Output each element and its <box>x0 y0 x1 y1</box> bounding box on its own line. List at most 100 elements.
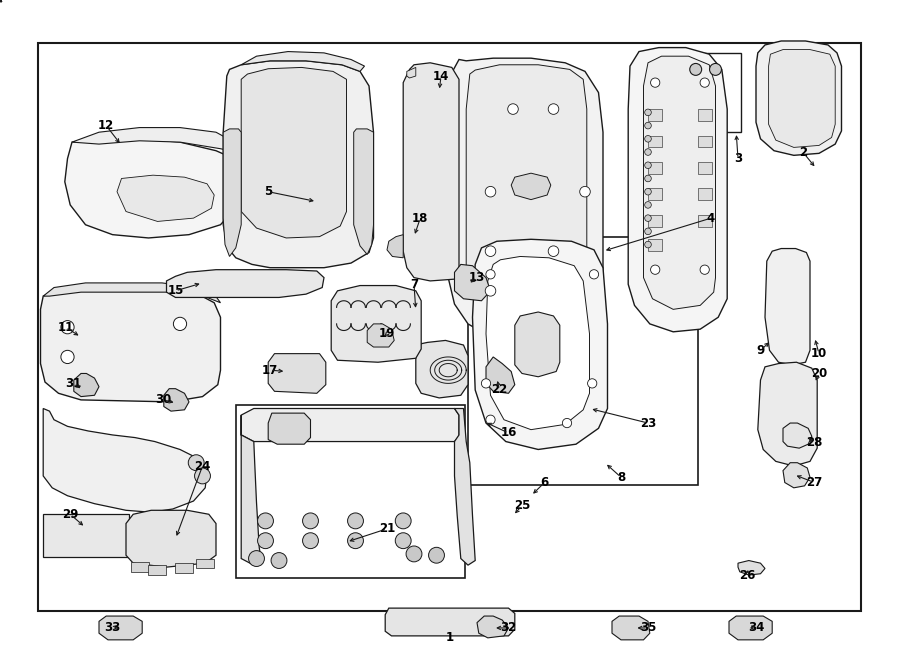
Polygon shape <box>758 362 817 466</box>
Circle shape <box>689 63 702 75</box>
Text: 21: 21 <box>379 522 395 535</box>
Circle shape <box>485 246 496 256</box>
Bar <box>688 76 706 81</box>
Circle shape <box>194 468 211 484</box>
Text: 3: 3 <box>734 152 742 165</box>
Polygon shape <box>241 415 261 565</box>
Bar <box>648 136 662 147</box>
Bar <box>648 188 662 200</box>
Polygon shape <box>241 408 459 442</box>
Polygon shape <box>511 173 551 200</box>
Circle shape <box>486 270 495 279</box>
Polygon shape <box>486 357 515 393</box>
Circle shape <box>248 551 265 566</box>
Text: 8: 8 <box>616 471 625 484</box>
Text: 24: 24 <box>194 459 211 473</box>
Polygon shape <box>756 41 842 155</box>
Text: 32: 32 <box>500 621 517 635</box>
Circle shape <box>61 321 74 334</box>
Text: 35: 35 <box>640 621 656 635</box>
Text: 27: 27 <box>806 476 823 489</box>
Text: 20: 20 <box>811 367 827 380</box>
Bar <box>698 215 712 227</box>
Polygon shape <box>472 239 608 449</box>
Polygon shape <box>644 56 716 309</box>
Circle shape <box>482 379 490 388</box>
Text: 33: 33 <box>104 621 121 635</box>
Polygon shape <box>72 128 241 153</box>
Polygon shape <box>403 63 459 281</box>
Circle shape <box>395 513 411 529</box>
Circle shape <box>580 186 590 197</box>
Polygon shape <box>416 340 468 398</box>
Bar <box>38 43 861 611</box>
Polygon shape <box>241 52 364 71</box>
Circle shape <box>709 63 722 75</box>
Text: 22: 22 <box>491 383 508 397</box>
Polygon shape <box>166 270 324 297</box>
Circle shape <box>257 533 274 549</box>
Polygon shape <box>448 58 603 344</box>
Text: 15: 15 <box>167 284 184 297</box>
Text: 31: 31 <box>66 377 82 390</box>
Text: 29: 29 <box>62 508 78 521</box>
Bar <box>680 53 741 132</box>
Circle shape <box>486 415 495 424</box>
Bar <box>698 188 712 200</box>
Circle shape <box>257 513 274 529</box>
Circle shape <box>644 122 652 129</box>
Circle shape <box>588 379 597 388</box>
Text: 13: 13 <box>469 271 485 284</box>
Circle shape <box>428 547 445 563</box>
Polygon shape <box>515 312 560 377</box>
Text: 2: 2 <box>798 145 807 159</box>
Polygon shape <box>387 235 403 258</box>
Bar <box>648 239 662 251</box>
Circle shape <box>644 228 652 235</box>
Polygon shape <box>783 423 812 448</box>
Text: 14: 14 <box>433 69 449 83</box>
Circle shape <box>644 162 652 169</box>
Bar <box>176 563 194 573</box>
Polygon shape <box>486 256 590 430</box>
Bar <box>648 162 662 174</box>
Circle shape <box>302 513 319 529</box>
Circle shape <box>651 265 660 274</box>
Bar <box>468 237 698 485</box>
Circle shape <box>562 418 572 428</box>
Circle shape <box>61 350 74 364</box>
Circle shape <box>644 215 652 221</box>
Polygon shape <box>628 48 727 332</box>
Circle shape <box>651 78 660 87</box>
Polygon shape <box>241 67 346 238</box>
Polygon shape <box>783 463 810 488</box>
Text: 30: 30 <box>156 393 172 407</box>
Text: 6: 6 <box>540 476 549 489</box>
Text: 10: 10 <box>811 347 827 360</box>
Text: 12: 12 <box>98 119 114 132</box>
Bar <box>698 162 712 174</box>
Text: 18: 18 <box>412 212 428 225</box>
Circle shape <box>395 533 411 549</box>
Polygon shape <box>612 616 650 640</box>
Polygon shape <box>454 264 490 301</box>
Circle shape <box>590 270 598 279</box>
Polygon shape <box>407 67 416 78</box>
Polygon shape <box>99 616 142 640</box>
Circle shape <box>188 455 204 471</box>
Circle shape <box>347 513 364 529</box>
Polygon shape <box>40 291 220 402</box>
Text: 11: 11 <box>58 321 74 334</box>
Polygon shape <box>74 373 99 397</box>
Text: 4: 4 <box>706 212 716 225</box>
Bar <box>196 559 214 568</box>
Text: 5: 5 <box>264 185 273 198</box>
Polygon shape <box>268 354 326 393</box>
Polygon shape <box>268 413 310 444</box>
Text: 16: 16 <box>500 426 517 440</box>
Circle shape <box>644 188 652 195</box>
Text: 19: 19 <box>379 327 395 340</box>
Circle shape <box>406 546 422 562</box>
Polygon shape <box>331 286 421 362</box>
Text: 26: 26 <box>739 568 755 582</box>
